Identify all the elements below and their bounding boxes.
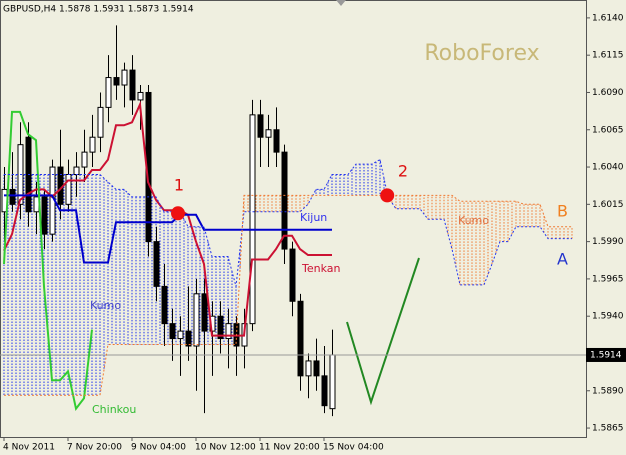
y-tick-label: 1.6040 — [592, 163, 624, 173]
x-tick-label: 4 Nov 2011 — [3, 443, 55, 453]
kijun-label: Kijun — [300, 211, 327, 224]
signal-dot — [380, 188, 395, 203]
y-tick-label: 1.6090 — [592, 88, 624, 98]
candle-body — [9, 188, 16, 205]
candle-body — [161, 285, 168, 325]
candle-body — [105, 77, 112, 108]
candle-body — [289, 248, 296, 302]
y-tick-label: 1.5940 — [592, 312, 624, 322]
signal-label: 1 — [174, 176, 184, 195]
candle-body — [89, 136, 96, 153]
indicator-line — [3, 110, 93, 412]
span-b-label: B — [557, 202, 568, 221]
candle-body — [281, 151, 288, 250]
candle-body — [329, 354, 336, 410]
y-tick-label: 1.5990 — [592, 237, 624, 247]
candle-body — [185, 330, 192, 347]
candle-body — [217, 315, 224, 340]
candle-body — [321, 375, 328, 407]
tenkan-label: Tenkan — [301, 262, 341, 275]
candle-body — [153, 241, 160, 287]
candle-body — [121, 69, 128, 86]
candle-body — [177, 330, 184, 340]
candle-body — [273, 129, 280, 153]
candle-body — [41, 196, 48, 235]
candle-body — [193, 293, 200, 347]
candle-body — [73, 166, 80, 176]
candle-body — [137, 91, 144, 101]
y-tick-label: 1.6065 — [592, 125, 624, 135]
candle-body — [65, 174, 72, 205]
signal-dot — [171, 206, 185, 221]
candle-body — [129, 69, 136, 101]
forecast-arrow — [346, 257, 420, 406]
candle-body — [81, 151, 88, 168]
candle-body — [265, 129, 272, 138]
signal-label: 2 — [398, 162, 408, 181]
candle-body — [305, 360, 312, 377]
plot-border — [0, 0, 587, 438]
price-box — [586, 347, 626, 362]
chinkou-label: Chinkou — [92, 403, 136, 416]
candle-body — [113, 77, 120, 86]
candle-body — [249, 114, 256, 325]
y-tick-label: 1.5865 — [592, 424, 624, 434]
x-tick-label: 11 Nov 20:00 — [259, 443, 320, 453]
y-tick-label: 1.6015 — [592, 200, 624, 210]
indicator-line — [3, 100, 332, 337]
y-tick-label: 1.5890 — [592, 386, 624, 396]
chart-title: GBPUSD,H4 1.5878 1.5931 1.5873 1.5914 — [3, 5, 194, 15]
y-tick-label: 1.6115 — [592, 51, 624, 61]
indicator-line — [4, 158, 572, 287]
candle-body — [225, 323, 232, 340]
watermark: RoboForex — [424, 41, 539, 66]
span-a-label: A — [557, 250, 568, 269]
candle-body — [97, 106, 104, 138]
candle-body — [201, 293, 208, 332]
x-tick-label: 15 Nov 04:00 — [323, 443, 384, 453]
candle-body — [313, 360, 320, 377]
candle-body — [297, 300, 304, 377]
scroll-marker — [336, 0, 346, 6]
kumo-label: Kumo — [458, 214, 489, 227]
candle-body — [257, 114, 264, 138]
indicator-line — [4, 194, 332, 264]
candle-body — [169, 323, 176, 340]
y-tick-label: 1.6140 — [592, 13, 624, 23]
x-tick-label: 7 Nov 20:00 — [67, 443, 122, 453]
price-label: 1.5914 — [590, 350, 622, 360]
x-tick-label: 9 Nov 04:00 — [131, 443, 186, 453]
indicator-line — [4, 194, 572, 396]
y-tick-label: 1.5965 — [592, 274, 624, 284]
kumo-label: Kumo — [90, 299, 121, 312]
x-tick-label: 10 Nov 12:00 — [195, 443, 256, 453]
